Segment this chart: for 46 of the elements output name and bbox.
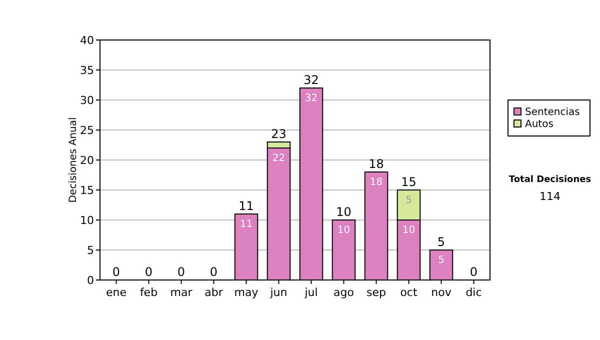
y-axis-title: Decisiones Anual — [68, 117, 79, 203]
y-tick-label: 40 — [80, 34, 94, 47]
x-tick-label: ago — [334, 286, 354, 299]
x-tick-label: oct — [400, 286, 418, 299]
total-label: 11 — [238, 199, 254, 213]
total-label: 32 — [304, 73, 319, 87]
x-tick-label: dic — [466, 286, 482, 299]
total-label: 15 — [401, 175, 416, 189]
x-tick-label: mar — [170, 286, 193, 299]
data-label: 5 — [406, 195, 412, 206]
data-label: 32 — [304, 93, 318, 104]
data-label: 18 — [370, 177, 383, 188]
y-tick-label: 15 — [80, 184, 94, 197]
text: 114 — [540, 190, 560, 203]
legend-label: Sentencias — [525, 107, 580, 118]
x-tick-label: nov — [431, 286, 452, 299]
data-label: 10 — [337, 225, 350, 236]
text: Total Decisiones — [508, 175, 592, 185]
total-label: 0 — [470, 265, 478, 279]
total-label: 0 — [177, 265, 186, 279]
total-label: 5 — [437, 235, 446, 249]
legend-label: Autos — [525, 119, 554, 130]
y-tick-label: 10 — [80, 214, 94, 227]
total-label: 0 — [112, 265, 120, 279]
x-tick-label: jul — [304, 286, 318, 299]
total-label: 23 — [271, 127, 286, 141]
total-label: 0 — [144, 265, 153, 279]
data-label: 22 — [272, 153, 286, 164]
total-label: 10 — [336, 205, 352, 219]
data-label: 10 — [402, 225, 416, 236]
y-tick-label: 35 — [80, 64, 94, 77]
total-label: 18 — [368, 157, 384, 171]
x-tick-label: may — [234, 286, 259, 299]
x-tick-label: abr — [204, 286, 224, 299]
x-tick-label: ene — [106, 286, 127, 299]
x-tick-label: jun — [269, 286, 288, 299]
y-tick-label: 5 — [87, 244, 94, 257]
total-label: 0 — [210, 265, 218, 279]
y-tick-label: 25 — [80, 124, 94, 137]
x-tick-label: sep — [366, 286, 386, 299]
y-tick-label: 0 — [87, 274, 94, 287]
data-label: 5 — [438, 255, 444, 266]
data-label: 11 — [240, 219, 253, 230]
y-tick-label: 30 — [80, 94, 94, 107]
x-tick-label: feb — [140, 286, 158, 299]
y-tick-label: 20 — [80, 154, 94, 167]
